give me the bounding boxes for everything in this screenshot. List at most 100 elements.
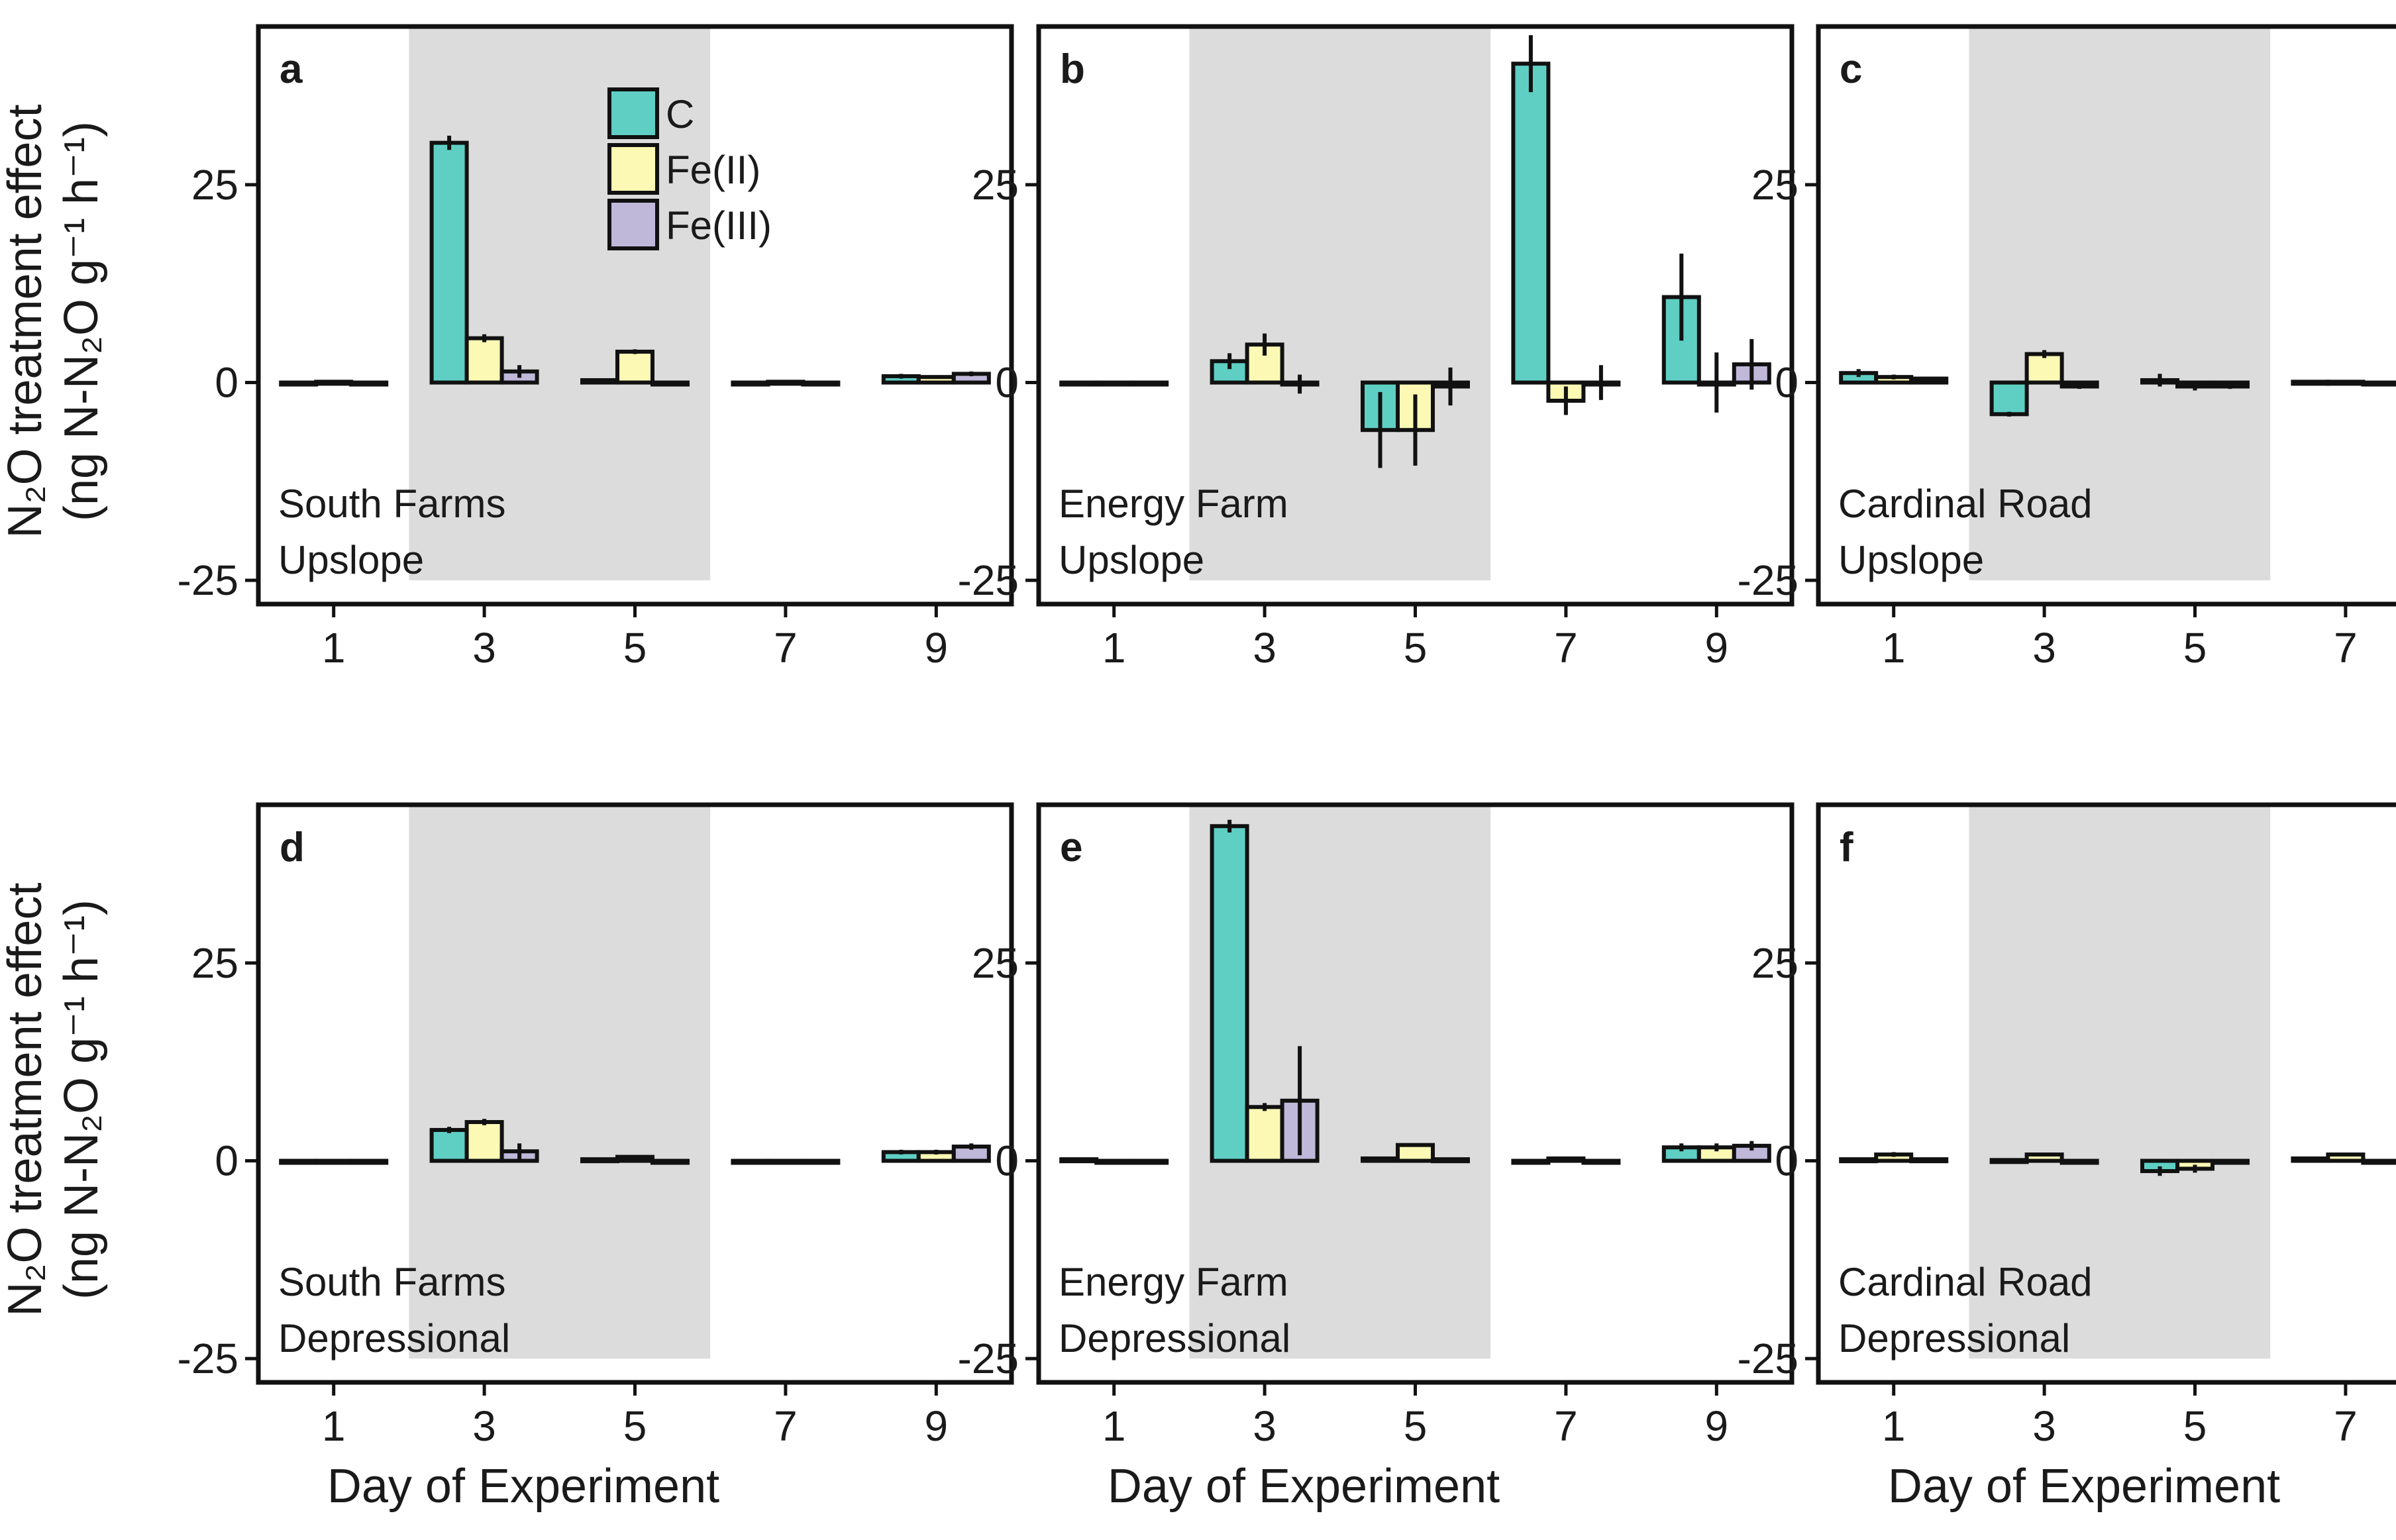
legend: C Fe(II) Fe(III) <box>607 87 772 250</box>
bar-feiii-day7 <box>1581 1158 1621 1165</box>
bar-feii-day7 <box>2326 380 2366 386</box>
y-tick-label: 25 <box>972 939 1019 987</box>
bar-feiii-day7 <box>2361 380 2396 387</box>
bar-feiii-day1 <box>1129 380 1169 387</box>
x-tick-label: 9 <box>925 624 949 672</box>
x-tick-label: 1 <box>322 624 346 672</box>
bar-feiii-day1 <box>1909 1157 1949 1164</box>
site-label-line1: Energy Farm <box>1059 1260 1288 1304</box>
y-tick-label: -25 <box>178 556 239 604</box>
bar-c-day1 <box>1059 1157 1099 1164</box>
panel-a: -25 0 25 1 3 5 7 9 a South Farms Upslope C Fe(II) Fe(… <box>178 24 1014 672</box>
site-label-line2: Depressional <box>278 1316 510 1360</box>
panel-e: -25 0 25 1 3 5 7 9 e Energy Farm Depressional <box>958 802 1795 1450</box>
y-tick-label: -25 <box>1738 556 1799 604</box>
panel-letter: d <box>280 825 305 870</box>
x-tick-label: 5 <box>623 624 647 672</box>
y-tick-label: -25 <box>178 1335 239 1382</box>
y-tick-label: 25 <box>972 161 1019 209</box>
x-tick-label: 7 <box>774 1402 798 1450</box>
y-tick-label: 25 <box>1751 939 1798 987</box>
y-tick-label: 0 <box>215 1137 238 1185</box>
bar-c-day3 <box>1989 1158 2029 1164</box>
y-tick-label: -25 <box>958 556 1019 604</box>
bar-c-day7 <box>731 380 770 387</box>
legend-label: C <box>666 92 694 136</box>
bar-c-day1 <box>1839 1157 1879 1164</box>
bar-feiii-day5 <box>651 1158 690 1165</box>
bar-c-day7 <box>2291 380 2330 386</box>
bar-c-day7 <box>1511 1158 1551 1165</box>
x-axis-title-b: Day of Experiment <box>1108 1460 1500 1513</box>
flood-period-shade <box>409 805 711 1359</box>
x-tick-label: 9 <box>1705 624 1729 672</box>
site-label-line1: Cardinal Road <box>1838 1260 2093 1304</box>
x-tick-label: 7 <box>1554 624 1578 672</box>
y-tick-label: 25 <box>191 939 238 987</box>
bar-feii-day3 <box>1245 1105 1284 1163</box>
bar-feiii-day5 <box>651 380 690 387</box>
y-tick-label: 0 <box>1775 359 1798 407</box>
bar-feii-day1 <box>314 1158 354 1165</box>
x-tick-label: 3 <box>2032 624 2056 672</box>
panel-letter: c <box>1840 46 1862 92</box>
site-label-line2: Depressional <box>1838 1316 2070 1360</box>
x-tick-label: 3 <box>1253 624 1276 672</box>
x-tick-label: 7 <box>1554 1402 1578 1450</box>
bar-feiii-day5 <box>1431 1157 1470 1164</box>
y-axis-title-line2: (ng N-N₂O g⁻¹ h⁻¹) <box>55 899 108 1300</box>
bar-c-day3 <box>1210 824 1249 1163</box>
x-tick-label: 9 <box>1705 1402 1729 1450</box>
y-tick-label: -25 <box>1738 1335 1799 1382</box>
bar-c-day7 <box>731 1158 770 1165</box>
site-label-line2: Upslope <box>278 538 424 582</box>
bar-c-day3 <box>1989 380 2029 417</box>
legend-swatch-feiii <box>607 199 659 250</box>
legend-swatch-feii <box>607 143 659 195</box>
bar-feii-day3 <box>464 1120 504 1163</box>
bar-feiii-day5 <box>2211 1158 2250 1165</box>
site-label-line2: Upslope <box>1838 538 1984 582</box>
y-tick-label: 0 <box>1775 1137 1798 1185</box>
flood-period-shade <box>1189 26 1491 581</box>
flood-period-shade <box>1969 805 2271 1359</box>
panels: -25 0 25 1 3 5 7 9 a South Farms Upslope C Fe(II) Fe(… <box>178 24 2396 1450</box>
bar-c-day7 <box>1511 62 1551 385</box>
bar-feiii-day1 <box>349 380 389 387</box>
y-tick-label: 25 <box>1751 161 1798 209</box>
bar-feii-day5 <box>615 349 654 385</box>
legend-label: Fe(II) <box>666 148 760 192</box>
y-tick-label: -25 <box>958 1335 1019 1382</box>
x-tick-label: 3 <box>472 624 496 672</box>
legend-swatch-c <box>607 87 659 139</box>
panel-letter: a <box>280 46 303 92</box>
site-label-line2: Depressional <box>1059 1316 1290 1360</box>
x-tick-label: 5 <box>1404 1402 1428 1450</box>
bar-feii-day5 <box>1396 1143 1435 1163</box>
bar-c-day5 <box>580 378 619 385</box>
bar-feiii-day7 <box>801 1158 841 1165</box>
site-label-line1: South Farms <box>278 482 505 526</box>
bar-feii-day1 <box>1094 380 1134 387</box>
x-tick-label: 1 <box>1882 624 1906 672</box>
bar-c-day1 <box>279 380 319 387</box>
y-tick-label: 25 <box>191 161 238 209</box>
x-tick-label: 7 <box>774 624 798 672</box>
y-axis-title-line1: N₂O treatment effect <box>0 105 52 539</box>
x-tick-label: 5 <box>2183 624 2207 672</box>
bar-c-day3 <box>429 1127 469 1163</box>
site-label-line2: Upslope <box>1059 538 1204 582</box>
site-label-line1: Energy Farm <box>1059 482 1288 526</box>
x-axis-title-a: Day of Experiment <box>327 1460 719 1513</box>
x-tick-label: 1 <box>1102 624 1126 672</box>
bar-c-day1 <box>279 1158 319 1165</box>
bar-feii-day3 <box>464 336 504 385</box>
x-tick-label: 1 <box>322 1402 346 1450</box>
bar-feii-day7 <box>766 380 806 386</box>
y-tick-label: 0 <box>215 359 238 407</box>
panel-letter: f <box>1840 825 1853 870</box>
x-tick-label: 1 <box>1102 1402 1126 1450</box>
